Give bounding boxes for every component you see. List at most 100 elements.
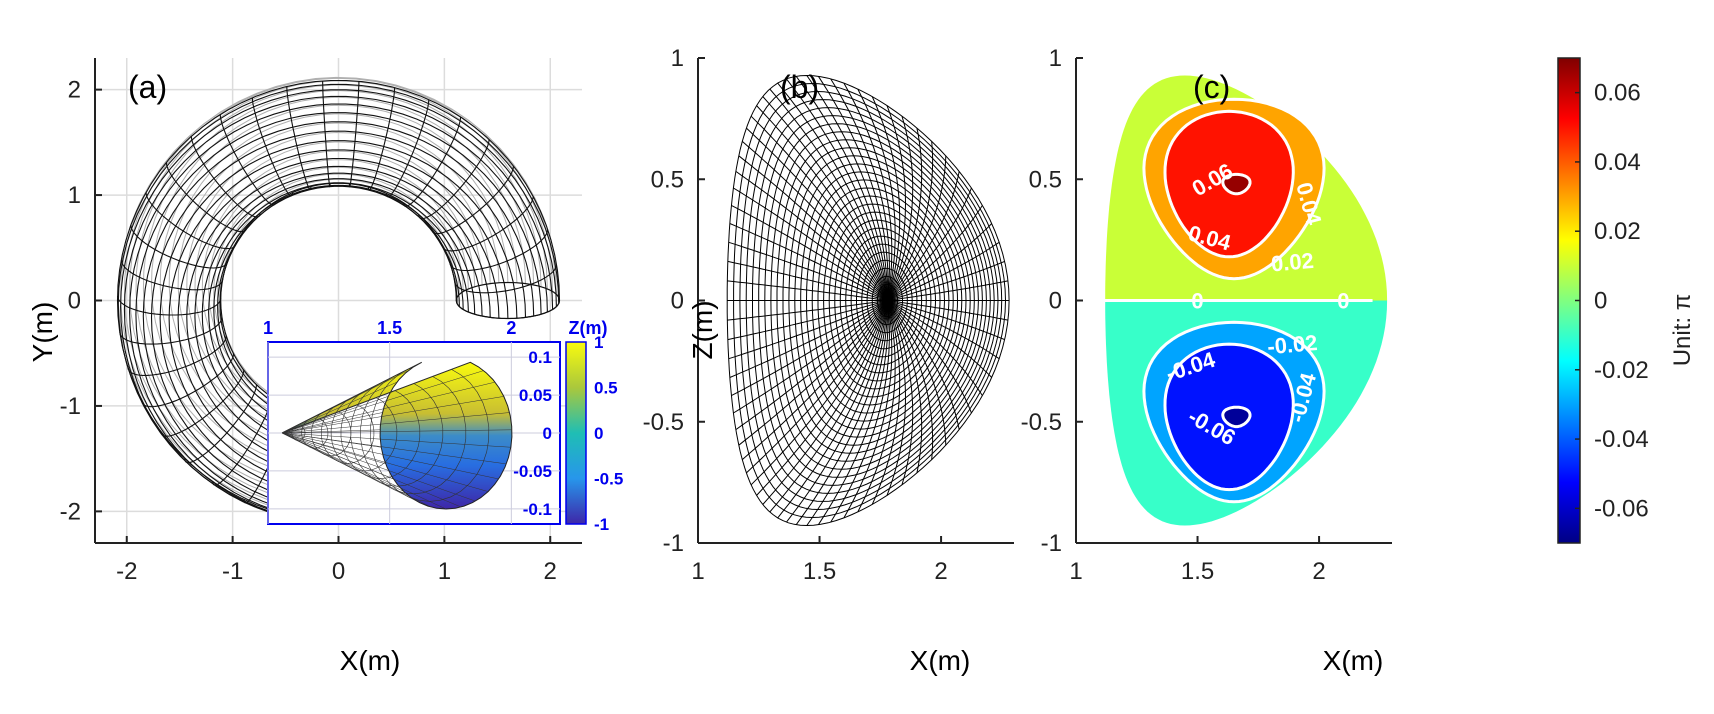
poloidal-line bbox=[738, 300, 888, 446]
poloidal-line bbox=[728, 241, 888, 301]
y-tick-label: 0 bbox=[68, 288, 81, 315]
x-tick-label: 0 bbox=[332, 558, 345, 585]
panel-a-label: (a) bbox=[128, 69, 167, 105]
contour-band bbox=[1221, 172, 1252, 196]
inset-mesh-ray bbox=[281, 429, 381, 434]
inset-mesh-ray bbox=[281, 370, 484, 434]
inset-surface-plot: 1 1.5 2 0.1 0.05 0 -0.05 -0.1 1 0.5 0 -0.5 -1 Z(m) bbox=[263, 318, 623, 534]
x-tick-label: 1 bbox=[691, 558, 704, 585]
colorbar-tick-label: 0 bbox=[1594, 288, 1607, 315]
poloidal-line bbox=[777, 300, 889, 519]
poloidal-line bbox=[886, 300, 907, 496]
panel-b-xlabel: X(m) bbox=[910, 645, 971, 676]
colorbar-tick-label: -0.04 bbox=[1594, 426, 1649, 453]
poloidal-line bbox=[817, 300, 889, 525]
poloidal-line bbox=[769, 300, 889, 513]
poloidal-line bbox=[750, 300, 889, 486]
y-tick-label: 1 bbox=[1049, 45, 1062, 72]
panel-b-ylabel: Z(m) bbox=[687, 300, 718, 359]
inset-top-tick-label: 2 bbox=[506, 318, 516, 338]
torus-end-cap bbox=[455, 281, 561, 320]
torus-poloidal-line bbox=[165, 162, 248, 233]
poloidal-line bbox=[795, 76, 889, 301]
poloidal-line bbox=[727, 300, 888, 341]
y-tick-label: 0.5 bbox=[651, 166, 684, 193]
poloidal-line bbox=[887, 300, 993, 378]
poloidal-line bbox=[871, 300, 901, 505]
inset-y-tick-label: -0.1 bbox=[523, 500, 552, 519]
inset-y-tick-label: 0.1 bbox=[528, 348, 552, 367]
poloidal-line bbox=[887, 155, 947, 301]
poloidal-line bbox=[741, 141, 889, 301]
poloidal-line bbox=[887, 280, 1009, 301]
torus-poloidal-line bbox=[441, 196, 534, 252]
contour-line bbox=[1142, 320, 1326, 504]
poloidal-line bbox=[887, 223, 993, 301]
poloidal-line bbox=[733, 187, 888, 301]
torus-poloidal-line bbox=[431, 166, 515, 235]
poloidal-line bbox=[756, 105, 889, 301]
inset-colorbar-tick-label: 0.5 bbox=[594, 379, 618, 398]
panel-c-xlabel: X(m) bbox=[1323, 645, 1384, 676]
torus-poloidal-line bbox=[449, 229, 549, 272]
contour-label: 0.02 bbox=[1270, 248, 1315, 277]
torus-poloidal-line bbox=[160, 370, 245, 437]
poloidal-line bbox=[817, 76, 889, 301]
y-tick-label: 1 bbox=[671, 45, 684, 72]
torus-poloidal-line bbox=[454, 264, 558, 294]
inset-colorbar-tick-label: -0.5 bbox=[594, 470, 623, 489]
poloidal-line bbox=[731, 300, 888, 397]
poloidal-line bbox=[857, 88, 896, 301]
poloidal-line bbox=[750, 115, 889, 301]
poloidal-line bbox=[887, 300, 960, 430]
x-tick-label: 2 bbox=[934, 558, 947, 585]
poloidal-line bbox=[887, 300, 972, 414]
contour-label: 0 bbox=[1191, 289, 1203, 314]
contour-label: -0.02 bbox=[1266, 330, 1318, 359]
colorbar-tick-label: 0.06 bbox=[1594, 80, 1641, 107]
inset-mesh-ray bbox=[281, 432, 447, 510]
inset-y-tick-label: -0.05 bbox=[513, 462, 552, 481]
inset-colorbar-title: Z(m) bbox=[569, 318, 608, 338]
inset-mesh-ray bbox=[281, 432, 476, 502]
poloidal-line bbox=[786, 78, 889, 301]
panel-c-label: (c) bbox=[1193, 69, 1230, 105]
torus-poloidal-line bbox=[286, 86, 312, 191]
poloidal-line bbox=[746, 300, 889, 474]
poloidal-line bbox=[762, 96, 889, 301]
panel-a-ylabel: Y(m) bbox=[27, 302, 58, 363]
poloidal-line bbox=[857, 300, 896, 513]
inset-mesh-ray bbox=[281, 432, 462, 508]
panel-b-axes: 1 1.5 2 1 0.5 0 -0.5 -1 bbox=[643, 45, 1014, 585]
poloidal-line bbox=[886, 105, 907, 301]
colorbar: 0.06 0.04 0.02 0 -0.02 -0.04 -0.06 bbox=[1557, 57, 1649, 544]
inset-colorbar-tick-label: -1 bbox=[594, 515, 609, 534]
torus-poloidal-line bbox=[251, 97, 294, 197]
y-tick-label: 0 bbox=[671, 288, 684, 315]
poloidal-line bbox=[887, 171, 960, 301]
poloidal-line bbox=[806, 300, 889, 526]
poloidal-line bbox=[777, 82, 889, 301]
poloidal-line bbox=[887, 187, 972, 301]
colorbar-tick-label: -0.02 bbox=[1594, 357, 1649, 384]
poloidal-line bbox=[727, 280, 888, 301]
inset-y-tick-label: 0 bbox=[543, 424, 552, 443]
x-tick-label: -2 bbox=[116, 558, 137, 585]
inset-mesh-ray bbox=[281, 362, 471, 434]
inset-mesh-ray bbox=[281, 381, 496, 434]
torus-poloidal-line bbox=[127, 335, 227, 376]
y-tick-label: 1 bbox=[68, 182, 81, 209]
contour-line bbox=[1142, 97, 1326, 281]
poloidal-line bbox=[735, 300, 888, 431]
x-tick-label: -1 bbox=[222, 558, 243, 585]
contour-plot: 0.060.040.040.020 0-0.02-0.04-0.04-0.06 bbox=[1095, 75, 1388, 526]
inset-mesh-ray bbox=[281, 432, 499, 480]
torus-poloidal-line bbox=[120, 260, 224, 291]
torus-poloidal-line bbox=[145, 192, 237, 250]
panel-a-xlabel: X(m) bbox=[340, 645, 401, 676]
torus-poloidal-line bbox=[403, 116, 462, 207]
colorbar-tick-label: 0.04 bbox=[1594, 149, 1641, 176]
panel-b: 1 1.5 2 1 0.5 0 -0.5 -1 (b) X(m) Z(m) bbox=[643, 45, 1014, 676]
panel-c: 0.060.040.040.020 0-0.02-0.04-0.04-0.06 1… bbox=[1021, 45, 1696, 676]
inset-mesh-ray bbox=[281, 432, 405, 492]
